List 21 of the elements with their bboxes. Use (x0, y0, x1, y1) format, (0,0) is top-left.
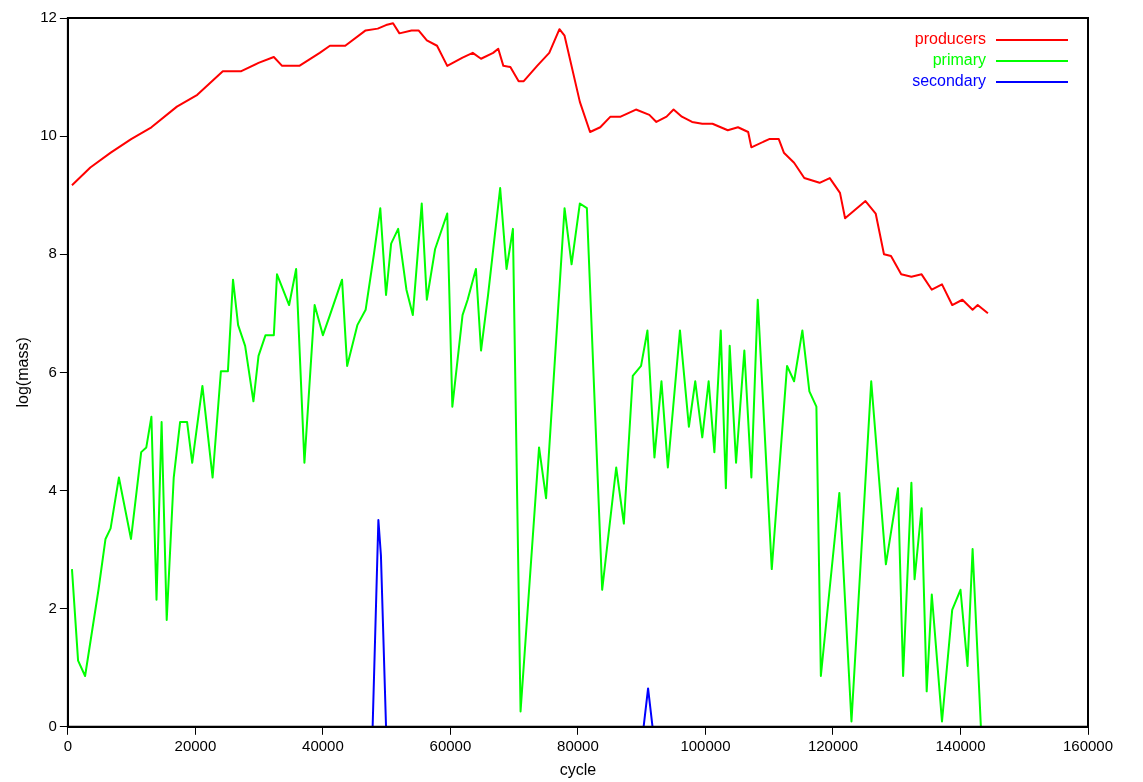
y-tick-label: 12 (40, 8, 57, 26)
x-tick-label: 120000 (807, 736, 858, 754)
legend-label: secondary (912, 72, 986, 90)
x-tick-label: 140000 (935, 736, 986, 754)
y-tick-label: 6 (48, 362, 57, 380)
y-tick-label: 10 (40, 126, 57, 144)
y-tick-label: 2 (48, 598, 57, 616)
x-tick-label: 100000 (680, 736, 731, 754)
x-tick-label: 80000 (557, 736, 599, 754)
x-tick-label: 0 (63, 736, 73, 754)
x-tick-label: 40000 (302, 736, 344, 754)
legend-label: producers (914, 30, 986, 48)
y-tick-label: 4 (48, 480, 57, 498)
y-tick-label: 8 (48, 244, 57, 262)
legend-label: primary (932, 51, 986, 69)
y-tick-label: 0 (48, 716, 57, 734)
y-axis-title: log(mass) (14, 337, 32, 408)
x-tick-label: 160000 (1062, 736, 1114, 754)
x-axis-title: cycle (559, 760, 597, 778)
x-tick-label: 20000 (174, 736, 217, 754)
x-tick-label: 60000 (429, 736, 472, 754)
